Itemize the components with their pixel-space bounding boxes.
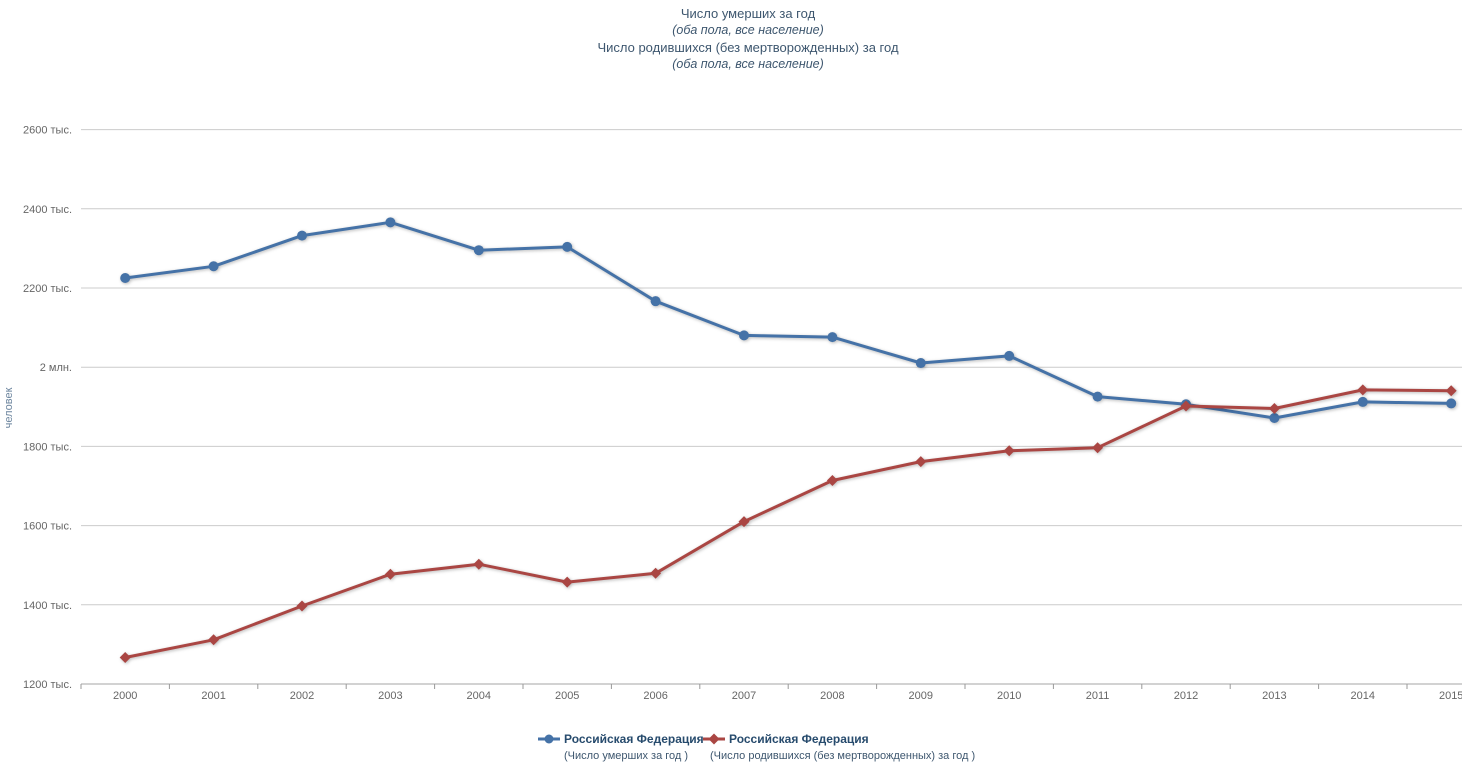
data-point-births-2002[interactable] xyxy=(296,600,308,612)
data-point-deaths-2014[interactable] xyxy=(1357,396,1368,407)
y-axis-tick-label: 2600 тыс. xyxy=(23,125,72,137)
x-axis-tick-label: 2013 xyxy=(1262,690,1286,702)
x-axis-tick-label: 2000 xyxy=(113,690,137,702)
data-point-deaths-2003[interactable] xyxy=(385,217,396,228)
data-point-births-2013[interactable] xyxy=(1268,402,1280,414)
x-axis-tick-label: 2009 xyxy=(909,690,933,702)
x-axis-tick-label: 2001 xyxy=(201,690,225,702)
data-point-deaths-2002[interactable] xyxy=(297,230,307,241)
y-axis-tick-label: 1400 тыс. xyxy=(23,600,72,612)
data-point-births-2006[interactable] xyxy=(650,567,662,579)
x-axis-tick-label: 2010 xyxy=(997,690,1021,702)
data-point-births-2005[interactable] xyxy=(561,576,573,588)
data-point-births-2012[interactable] xyxy=(1180,400,1192,412)
data-point-births-2009[interactable] xyxy=(915,456,927,468)
data-point-births-2011[interactable] xyxy=(1092,442,1104,454)
chart-title-line-3: Число родившихся (без мертворожденных) з… xyxy=(597,40,899,55)
y-axis-tick-label: 2200 тыс. xyxy=(23,283,72,295)
chart-title-line-4: (оба пола, все население) xyxy=(672,57,824,71)
x-axis-tick-label: 2015 xyxy=(1439,690,1462,702)
x-axis-tick-label: 2005 xyxy=(555,690,579,702)
data-point-births-2001[interactable] xyxy=(208,634,220,646)
data-point-deaths-2009[interactable] xyxy=(915,358,926,369)
y-axis-tick-label: 2400 тыс. xyxy=(23,204,72,216)
x-axis-tick-label: 2014 xyxy=(1351,690,1375,702)
chart-title-line-2: (оба пола, все население) xyxy=(672,23,824,37)
series-deaths xyxy=(120,217,1457,423)
data-point-deaths-2010[interactable] xyxy=(1004,350,1015,361)
legend-label-deaths: Российская Федерация xyxy=(564,732,704,746)
data-point-births-2000[interactable] xyxy=(119,652,131,664)
x-axis-tick-label: 2004 xyxy=(467,690,491,702)
data-point-deaths-2007[interactable] xyxy=(739,330,749,341)
data-point-deaths-2004[interactable] xyxy=(473,245,484,256)
x-axis-tick-label: 2002 xyxy=(290,690,314,702)
x-axis-tick-label: 2012 xyxy=(1174,690,1198,702)
data-point-deaths-2005[interactable] xyxy=(562,241,573,252)
data-point-births-2007[interactable] xyxy=(738,516,750,528)
legend-label-births: Российская Федерация xyxy=(729,732,869,746)
data-point-deaths-2000[interactable] xyxy=(120,272,131,283)
data-point-births-2010[interactable] xyxy=(1003,445,1015,457)
legend-item-births[interactable]: Российская Федерация (Число родившихся (… xyxy=(703,732,975,762)
data-point-deaths-2015[interactable] xyxy=(1446,398,1457,409)
y-axis-tick-label: 1200 тыс. xyxy=(23,679,72,691)
legend-item-deaths[interactable]: Российская Федерация (Число умерших за г… xyxy=(538,732,704,762)
y-axis-tick-label: 1800 тыс. xyxy=(23,441,72,453)
data-point-births-2015[interactable] xyxy=(1445,385,1457,397)
y-axis-tick-label: 2 млн. xyxy=(40,362,72,374)
chart-title-line-1: Число умерших за год xyxy=(680,6,816,21)
y-axis-tick-label: 1600 тыс. xyxy=(23,521,72,533)
legend-sublabel-deaths: (Число умерших за год ) xyxy=(564,750,689,762)
x-axis-tick-label: 2003 xyxy=(378,690,402,702)
legend-sublabel-births: (Число родившихся (без мертворожденных) … xyxy=(710,750,976,762)
chart-title: Число умерших за год (оба пола, все насе… xyxy=(597,5,898,73)
data-point-deaths-2013[interactable] xyxy=(1269,412,1280,423)
series-births-line[interactable] xyxy=(123,388,1453,659)
data-point-deaths-2001[interactable] xyxy=(208,261,219,272)
data-point-births-2004[interactable] xyxy=(473,558,485,570)
series-deaths-line[interactable] xyxy=(123,220,1453,420)
x-axis-tick-label: 2006 xyxy=(643,690,667,702)
x-axis-tick-label: 2008 xyxy=(820,690,844,702)
x-axis-tick-label: 2011 xyxy=(1086,690,1110,702)
data-point-deaths-2011[interactable] xyxy=(1092,391,1103,402)
data-point-births-2003[interactable] xyxy=(384,568,396,580)
x-axis-tick-label: 2007 xyxy=(732,690,756,702)
legend-marker-circle-icon xyxy=(538,734,560,744)
data-point-births-2008[interactable] xyxy=(826,474,838,486)
y-axis-title: человек xyxy=(3,387,15,428)
series-births xyxy=(119,384,1457,664)
legend-marker-diamond-icon xyxy=(703,733,725,745)
data-point-births-2014[interactable] xyxy=(1357,384,1369,396)
data-point-deaths-2006[interactable] xyxy=(650,296,661,307)
data-point-deaths-2008[interactable] xyxy=(827,332,838,343)
